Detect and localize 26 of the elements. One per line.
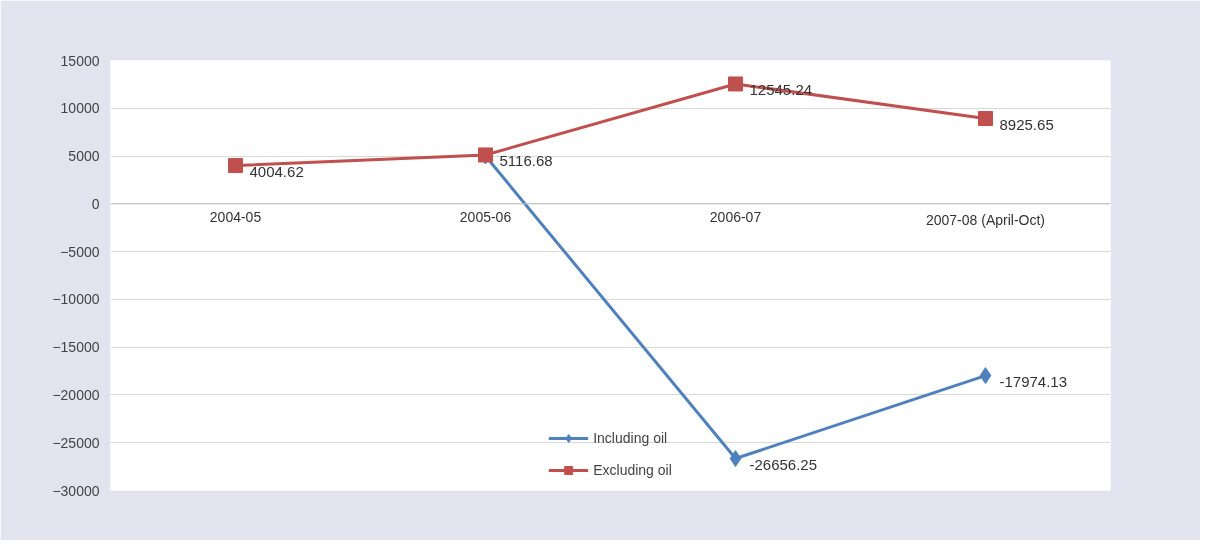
point [729, 450, 742, 468]
y-tick-label: −10000 [52, 291, 100, 308]
y-tick-label: −20000 [52, 386, 100, 403]
y-tick-label: −15000 [52, 339, 100, 356]
legend-label: Including oil [593, 430, 668, 446]
y-tick-label: −30000 [52, 482, 100, 499]
y-tick-label: 0 [91, 195, 100, 212]
point [228, 158, 243, 174]
legend-label: Excluding oil [593, 462, 672, 478]
data-label: 5116.68 [499, 151, 553, 169]
y-tick-label: 15000 [60, 52, 100, 69]
y-tick-label: 10000 [60, 100, 100, 117]
y-tick-label: −5000 [60, 243, 100, 260]
y-tick-label: 5000 [68, 148, 100, 165]
data-label: -26656.25 [749, 455, 818, 473]
x-tick-label: 2007-08 (April-Oct) [925, 211, 1046, 228]
point [979, 367, 992, 385]
data-label: -17974.13 [999, 372, 1068, 390]
point [728, 76, 743, 92]
data-label: 4004.62 [249, 162, 304, 180]
x-tick-label: 2006-07 [709, 208, 762, 225]
y-tick-label: −25000 [52, 434, 100, 451]
x-tick-label: 2005-06 [459, 208, 512, 225]
data-label: 8925.65 [999, 115, 1054, 133]
point [978, 111, 993, 127]
x-tick-label: 2004-05 [209, 208, 262, 225]
